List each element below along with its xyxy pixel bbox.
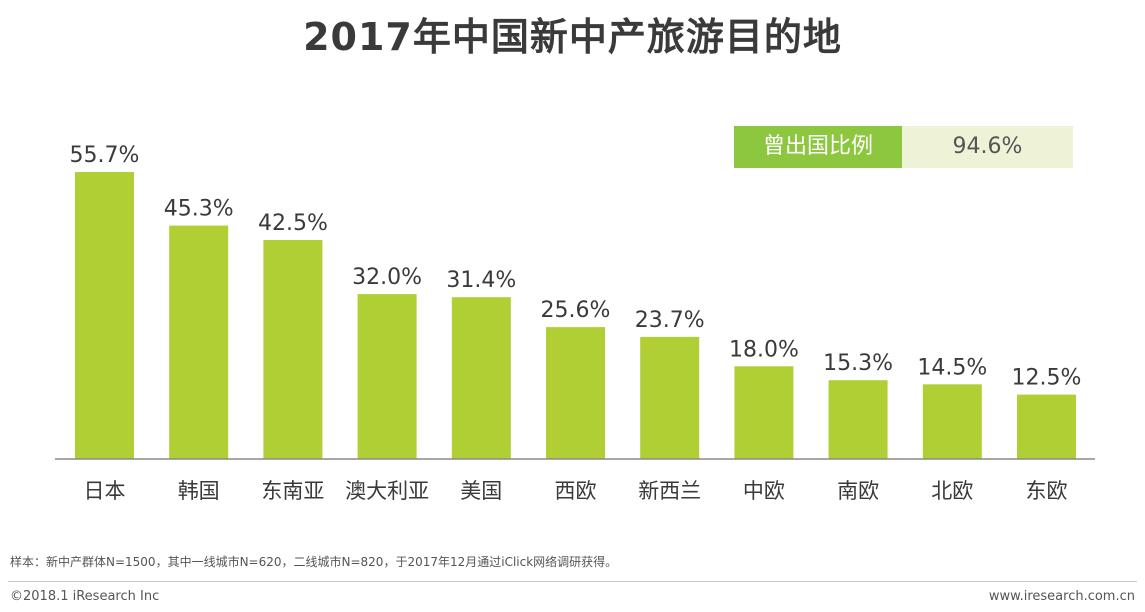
bar-chart: 55.7% 日本 45.3% 韩国 42.5% 东南亚 32.0% 澳大利亚 31.4% 美国 25… bbox=[55, 143, 1095, 503]
value-label-6: 23.7% bbox=[635, 308, 705, 333]
bar-9 bbox=[922, 384, 982, 459]
bar-8 bbox=[828, 380, 888, 459]
category-label-8: 南欧 bbox=[837, 479, 879, 503]
value-label-8: 15.3% bbox=[823, 351, 893, 376]
bar-0 bbox=[75, 172, 134, 459]
bar-10 bbox=[1017, 394, 1076, 459]
bar-4 bbox=[451, 297, 511, 459]
website-link[interactable]: www.iresearch.com.cn bbox=[988, 589, 1135, 604]
value-label-4: 31.4% bbox=[446, 268, 516, 293]
value-label-1: 45.3% bbox=[164, 197, 234, 222]
bar-1 bbox=[169, 225, 229, 459]
legend-box: 曾出国比例 94.6% bbox=[734, 126, 1073, 168]
footer-divider bbox=[8, 581, 1137, 582]
value-label-5: 25.6% bbox=[541, 298, 611, 323]
category-label-7: 中欧 bbox=[743, 479, 785, 503]
legend-value: 94.6% bbox=[902, 126, 1073, 168]
copyright: ©2018.1 iResearch Inc bbox=[10, 589, 160, 604]
bar-7 bbox=[734, 366, 794, 459]
category-label-5: 西欧 bbox=[555, 479, 597, 503]
category-label-1: 韩国 bbox=[178, 479, 220, 503]
bar-6 bbox=[640, 336, 700, 459]
value-label-2: 42.5% bbox=[258, 211, 328, 236]
value-label-9: 14.5% bbox=[917, 355, 987, 380]
legend-label: 曾出国比例 bbox=[734, 126, 902, 168]
bar-5 bbox=[546, 327, 605, 459]
category-label-6: 新西兰 bbox=[638, 479, 701, 503]
chart-title: 2017年中国新中产旅游目的地 bbox=[303, 15, 842, 59]
category-label-10: 东欧 bbox=[1026, 479, 1068, 503]
category-label-0: 日本 bbox=[84, 479, 126, 503]
bars-layer: 55.7% 日本 45.3% 韩国 42.5% 东南亚 32.0% 澳大利亚 31.4% 美国 25… bbox=[70, 143, 1082, 503]
category-label-9: 北欧 bbox=[931, 479, 973, 503]
footnote: 样本：新中产群体N=1500，其中一线城市N=620，二线城市N=820，于20… bbox=[10, 555, 618, 569]
value-label-10: 12.5% bbox=[1012, 366, 1082, 391]
category-label-4: 美国 bbox=[460, 479, 502, 503]
category-label-3: 澳大利亚 bbox=[345, 479, 429, 503]
bar-2 bbox=[263, 240, 323, 459]
category-label-2: 东南亚 bbox=[261, 479, 324, 503]
bar-3 bbox=[357, 294, 417, 459]
value-label-7: 18.0% bbox=[729, 337, 799, 362]
value-label-0: 55.7% bbox=[70, 143, 140, 168]
value-label-3: 32.0% bbox=[352, 265, 422, 290]
